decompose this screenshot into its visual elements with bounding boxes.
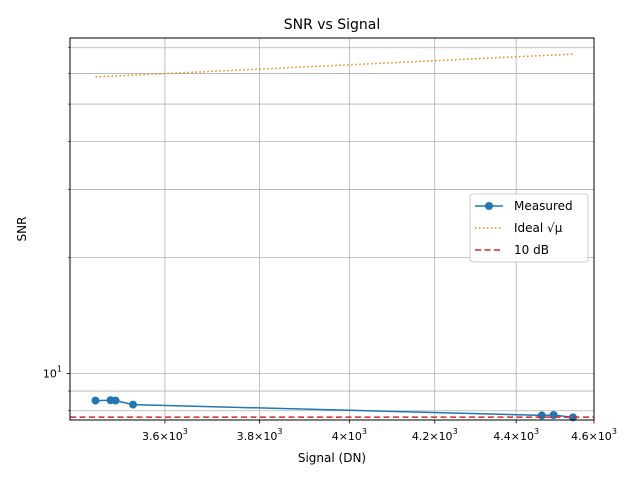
x-tick-base: 10 [598,430,612,443]
x-tick-times: × [160,430,169,443]
y-axis-ticks: 101 [43,47,70,412]
y-tick-label: 101 [43,364,62,380]
legend-label: Measured [514,199,573,213]
y-axis-label: SNR [15,217,29,242]
x-tick-mantissa: 3.6 [142,430,160,443]
x-tick-times: × [589,430,598,443]
data-point-measured [537,411,546,420]
x-tick-base: 10 [520,430,534,443]
data-point-measured [111,396,120,405]
x-tick-label: 4.6×103 [571,427,617,443]
x-tick-mantissa: 3.8 [237,430,255,443]
x-tick-mantissa: 4.6 [571,430,589,443]
data-point-measured [129,400,138,409]
x-tick-exponent: 3 [183,427,188,436]
x-axis-label: Signal (DN) [298,451,366,465]
x-tick-exponent: 3 [277,427,282,436]
legend-marker [485,202,493,210]
series-layer [70,53,594,422]
x-tick-times: × [429,430,438,443]
y-tick-base: 10 [43,367,57,380]
data-point-measured [568,413,577,422]
y-tick-exponent: 1 [57,364,62,373]
x-tick-times: × [339,430,348,443]
x-tick-base: 10 [439,430,453,443]
legend: Measured Ideal √μ 10 dB [469,193,589,263]
chart-title: SNR vs Signal [284,17,381,33]
legend-box [469,193,589,263]
x-tick-times: × [511,430,520,443]
data-point-measured [91,396,100,405]
x-tick-times: × [254,430,263,443]
plot-frame [69,37,595,421]
x-tick-exponent: 3 [453,427,458,436]
x-tick-base: 10 [263,430,277,443]
x-tick-exponent: 3 [534,427,539,436]
x-tick-label: 3.6×103 [142,427,188,443]
x-tick-base: 10 [348,430,362,443]
x-tick-mantissa: 4.2 [412,430,430,443]
x-tick-mantissa: 4.4 [493,430,511,443]
legend-label: Ideal √μ [514,221,563,235]
x-tick-mantissa: 4 [332,430,339,443]
x-tick-label: 4.4×103 [493,427,539,443]
x-tick-exponent: 3 [362,427,367,436]
x-tick-base: 10 [169,430,183,443]
x-tick-exponent: 3 [612,427,617,436]
x-tick-label: 4×103 [332,427,367,443]
x-axis-ticks: 3.6×103 3.8×103 4×103 4.2×103 4.4×103 4.6×103 [142,420,617,443]
x-tick-label: 3.8×103 [237,427,283,443]
x-tick-label: 4.2×103 [412,427,458,443]
legend-label: 10 dB [514,243,549,257]
